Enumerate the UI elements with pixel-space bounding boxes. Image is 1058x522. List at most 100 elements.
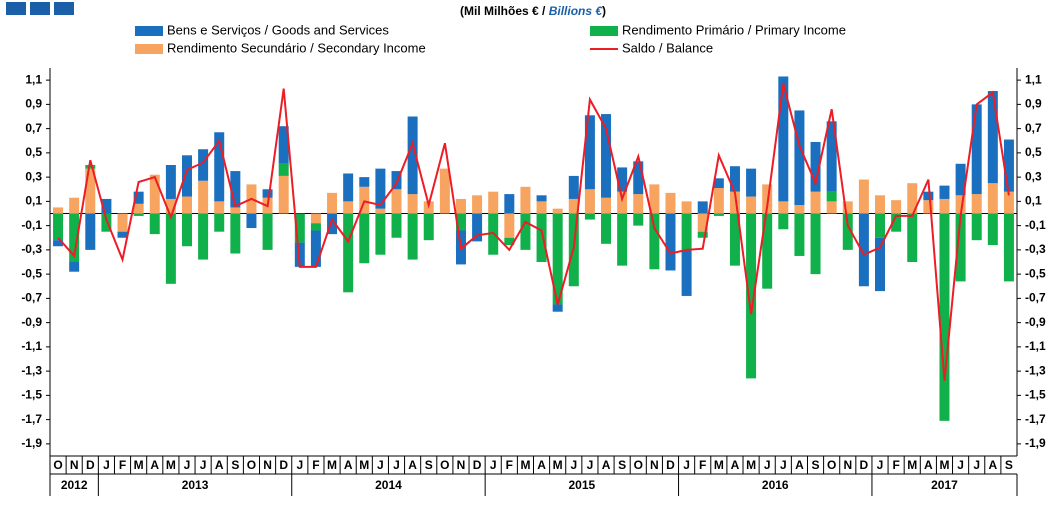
bar — [858, 213, 869, 287]
x-tick-label: O — [53, 458, 62, 472]
bar — [214, 213, 225, 232]
x-tick-label: M — [939, 458, 949, 472]
bar — [504, 237, 515, 246]
y-tick-label: -1,5 — [21, 388, 42, 402]
bar — [230, 171, 241, 208]
bar — [407, 213, 418, 260]
bar — [858, 179, 869, 214]
bar — [69, 213, 80, 262]
bar — [617, 213, 628, 266]
x-tick-label: M — [553, 458, 563, 472]
bar — [810, 213, 821, 275]
bar — [262, 189, 273, 198]
bar — [278, 163, 289, 176]
bar — [746, 213, 757, 379]
bar — [278, 126, 289, 164]
bar — [69, 197, 80, 214]
bar — [343, 201, 354, 214]
x-tick-label: F — [312, 458, 319, 472]
title-part: ) — [602, 4, 606, 18]
x-tick-label: S — [425, 458, 433, 472]
y-tick-label: -0,3 — [21, 242, 42, 256]
bar — [665, 192, 676, 214]
bar — [633, 213, 644, 226]
bar — [53, 213, 64, 241]
bar — [746, 196, 757, 214]
bar — [391, 213, 402, 238]
x-tick-label: M — [746, 458, 756, 472]
x-tick-label: D — [473, 458, 482, 472]
x-tick-label: S — [618, 458, 626, 472]
y-tick-label: 0,7 — [25, 121, 42, 135]
year-label: 2017 — [931, 478, 958, 492]
bar — [955, 213, 966, 282]
bar — [1003, 139, 1014, 192]
x-tick-label: S — [1005, 458, 1013, 472]
x-tick-label: M — [327, 458, 337, 472]
x-tick-label: J — [764, 458, 771, 472]
y2-tick-label: -1,1 — [1025, 339, 1046, 353]
bar — [85, 168, 96, 214]
bar — [617, 167, 628, 192]
x-tick-label: N — [263, 458, 272, 472]
bar — [1003, 213, 1014, 282]
bar — [568, 175, 579, 199]
bar — [552, 208, 563, 214]
bar — [359, 213, 370, 264]
y2-tick-label: 0,1 — [1025, 194, 1042, 208]
bar — [278, 175, 289, 214]
bar — [391, 189, 402, 214]
bar — [649, 213, 660, 270]
bar — [165, 198, 176, 214]
logo-block — [6, 2, 26, 15]
x-tick-label: J — [973, 458, 980, 472]
title-part: (Mil Milhões € / — [460, 4, 549, 18]
bar — [504, 194, 515, 214]
bar — [504, 213, 515, 238]
bar — [971, 213, 982, 241]
bar — [294, 242, 305, 267]
bar — [375, 208, 386, 214]
x-tick-label: J — [296, 458, 303, 472]
bar — [391, 171, 402, 190]
bar — [488, 191, 499, 214]
y-tick-label: -0,9 — [21, 315, 42, 329]
bar — [423, 213, 434, 241]
x-tick-label: O — [440, 458, 449, 472]
x-tick-label: N — [70, 458, 79, 472]
year-label: 2015 — [568, 478, 595, 492]
y2-tick-label: -1,3 — [1025, 363, 1046, 377]
y-tick-label: 0,5 — [25, 145, 42, 159]
bar — [262, 213, 273, 250]
x-tick-label: O — [827, 458, 836, 472]
y-tick-label: 0,9 — [25, 97, 42, 111]
bar — [987, 213, 998, 246]
x-tick-label: J — [200, 458, 207, 472]
x-tick-label: O — [634, 458, 643, 472]
bar — [729, 166, 740, 192]
bar — [455, 198, 466, 214]
bar — [101, 198, 112, 214]
bar — [713, 213, 724, 216]
y-tick-label: -0,5 — [21, 266, 42, 280]
bar — [85, 213, 96, 250]
legend-swatch — [135, 44, 163, 54]
bar — [794, 205, 805, 214]
bar — [971, 194, 982, 214]
bar — [729, 191, 740, 214]
bar — [810, 141, 821, 192]
bar — [923, 191, 934, 201]
x-tick-label: A — [924, 458, 933, 472]
bar — [181, 155, 192, 197]
bar — [681, 213, 692, 250]
bar — [375, 168, 386, 209]
bar — [601, 213, 612, 244]
bar — [939, 185, 950, 199]
bar — [713, 188, 724, 214]
bar — [310, 223, 321, 231]
bar — [133, 203, 144, 214]
bar — [697, 213, 708, 232]
bar — [987, 91, 998, 184]
bar — [971, 104, 982, 195]
bar — [633, 194, 644, 214]
